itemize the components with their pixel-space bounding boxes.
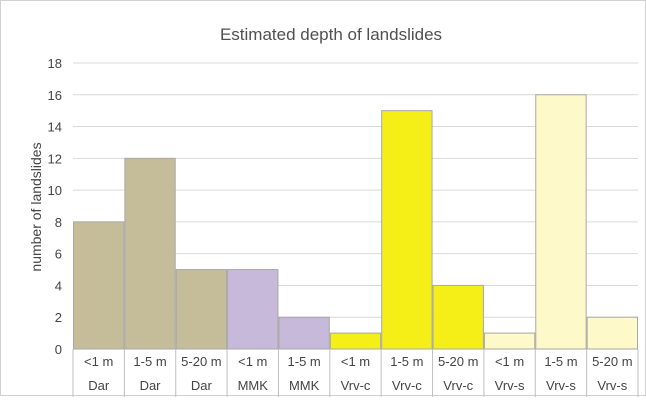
bar bbox=[381, 110, 433, 350]
x-depth-label: 5-20 m bbox=[438, 354, 478, 369]
x-depth-label: 1-5 m bbox=[390, 354, 423, 369]
bar bbox=[278, 316, 330, 350]
bar bbox=[535, 94, 587, 350]
x-group-label: Vrv-c bbox=[443, 378, 473, 393]
y-tick-label: 14 bbox=[48, 120, 62, 135]
y-tick-labels: 0 2 4 6 8 10 12 14 16 18 bbox=[48, 56, 62, 357]
y-tick-label: 12 bbox=[48, 151, 62, 166]
x-group-label: MMK bbox=[238, 378, 269, 393]
chart-title: Estimated depth of landslides bbox=[220, 25, 442, 44]
bar bbox=[432, 284, 484, 350]
y-tick-label: 2 bbox=[55, 310, 62, 325]
bar bbox=[124, 157, 176, 350]
x-group-label: Dar bbox=[191, 378, 213, 393]
x-depth-label: <1 m bbox=[238, 354, 267, 369]
x-depth-label: 1-5 m bbox=[544, 354, 577, 369]
bar bbox=[227, 269, 279, 350]
x-depth-label: <1 m bbox=[341, 354, 370, 369]
x-depth-label: 1-5 m bbox=[288, 354, 321, 369]
y-tick-label: 0 bbox=[55, 342, 62, 357]
x-category-table: <1 m Dar 1-5 m Dar 5-20 m Dar <1 m MMK 1-5 m MMK <… bbox=[72, 349, 639, 397]
y-tick-label: 4 bbox=[55, 278, 62, 293]
y-tick-label: 6 bbox=[55, 247, 62, 262]
bar bbox=[329, 332, 382, 350]
bars bbox=[73, 94, 638, 350]
x-group-label: MMK bbox=[289, 378, 320, 393]
x-depth-label: 5-20 m bbox=[181, 354, 221, 369]
x-group-label: Vrv-s bbox=[495, 378, 525, 393]
x-depth-label: 5-20 m bbox=[592, 354, 632, 369]
y-tick-label: 18 bbox=[48, 56, 62, 71]
y-tick-label: 16 bbox=[48, 88, 62, 103]
y-tick-label: 8 bbox=[55, 215, 62, 230]
x-group-label: Vrv-s bbox=[597, 378, 627, 393]
bar bbox=[586, 316, 638, 350]
y-axis-label: number of landslides bbox=[28, 142, 44, 271]
y-tick-label: 10 bbox=[48, 183, 62, 198]
x-group-label: Vrv-c bbox=[341, 378, 371, 393]
bar bbox=[483, 332, 536, 350]
x-depth-label: 1-5 m bbox=[133, 354, 166, 369]
x-depth-label: <1 m bbox=[84, 354, 113, 369]
bar bbox=[175, 269, 228, 350]
x-group-label: Vrv-c bbox=[392, 378, 422, 393]
x-group-label: Dar bbox=[140, 378, 162, 393]
x-depth-label: <1 m bbox=[495, 354, 524, 369]
x-group-label: Vrv-s bbox=[546, 378, 576, 393]
bar bbox=[73, 221, 125, 350]
x-group-label: Dar bbox=[88, 378, 110, 393]
